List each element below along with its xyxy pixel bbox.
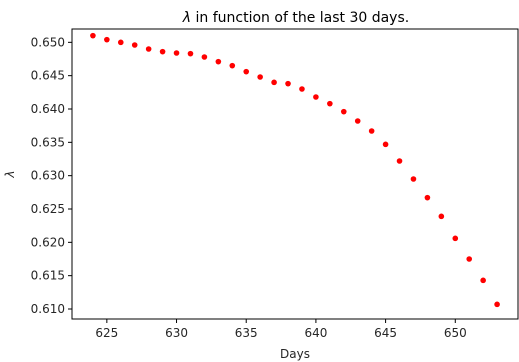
data-point [466, 256, 473, 262]
title-symbol: λ [182, 10, 191, 26]
data-point [90, 32, 96, 39]
chart-title: λ in function of the last 30 days. [182, 10, 409, 26]
data-points [90, 32, 500, 308]
y-tick-label: 0.615 [31, 269, 65, 283]
data-point [173, 50, 180, 56]
y-tick-label: 0.645 [31, 69, 65, 83]
y-tick-label: 0.630 [31, 169, 65, 183]
data-point [396, 158, 403, 164]
title-text: in function of the last 30 days. [191, 10, 409, 26]
data-point [340, 108, 347, 115]
data-point [327, 100, 333, 107]
data-point [229, 62, 236, 69]
data-point [159, 48, 166, 55]
data-point [382, 141, 389, 148]
y-tick-label: 0.620 [31, 235, 65, 249]
y-axis-ticks: 0.610 0.615 0.620 0.625 0.630 0.635 0.640 0.645… [31, 35, 72, 316]
x-axis-ticks: 625 630 635 640 645 650 [95, 319, 467, 340]
plot-frame [71, 28, 519, 320]
y-tick-label: 0.650 [31, 35, 65, 49]
data-point [271, 79, 277, 86]
data-point [131, 42, 138, 48]
data-point [438, 213, 445, 220]
data-point [410, 176, 417, 182]
data-point [145, 46, 152, 52]
data-point [354, 118, 361, 124]
data-point [215, 58, 222, 65]
y-tick-label: 0.635 [31, 135, 65, 149]
data-point [117, 39, 124, 46]
data-point [313, 94, 319, 100]
data-point [201, 54, 208, 60]
y-tick-label: 0.625 [31, 202, 65, 216]
data-point [285, 80, 291, 87]
data-point [187, 50, 194, 57]
x-tick-label: 640 [304, 326, 327, 340]
y-axis-label: λ [3, 170, 17, 178]
data-point [104, 36, 110, 43]
data-point [424, 194, 431, 201]
data-point [368, 128, 375, 134]
x-tick-label: 635 [235, 326, 258, 340]
x-tick-label: 650 [444, 326, 467, 340]
data-point [243, 68, 250, 75]
x-tick-label: 630 [165, 326, 188, 340]
data-point [299, 86, 305, 92]
data-point [452, 235, 459, 242]
x-tick-label: 625 [95, 326, 118, 340]
data-point [494, 301, 500, 308]
y-tick-label: 0.640 [31, 102, 65, 116]
x-axis-label: Days [280, 347, 310, 361]
data-point [480, 277, 486, 284]
data-point [257, 74, 263, 80]
y-tick-label: 0.610 [31, 302, 65, 316]
x-tick-label: 645 [374, 326, 397, 340]
